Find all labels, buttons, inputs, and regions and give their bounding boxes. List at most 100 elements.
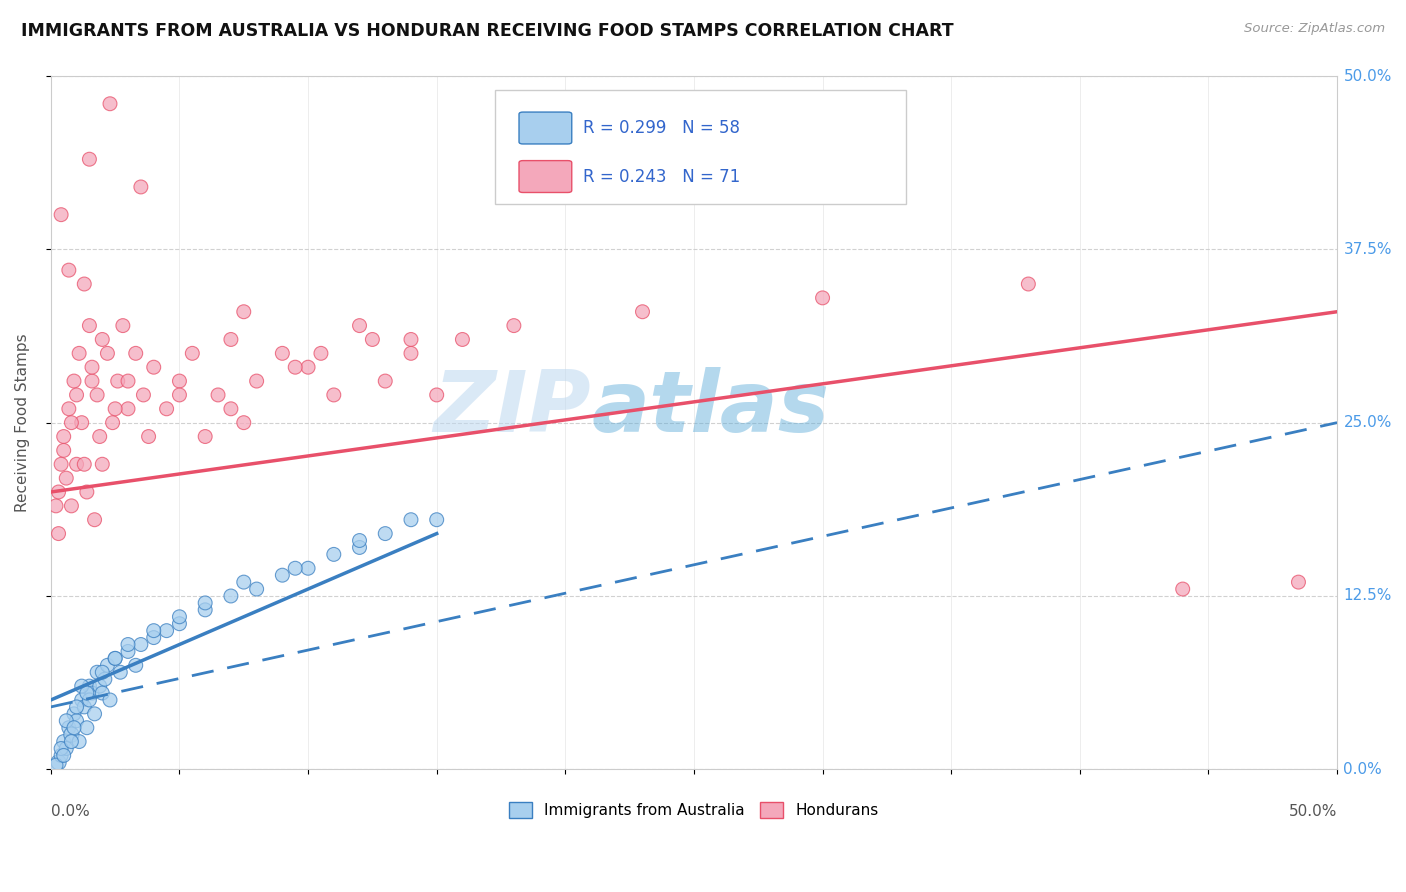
Text: 50.0%: 50.0% [1344,69,1392,84]
Point [58,263,80,277]
Point [1017,277,1039,291]
Point [49,748,72,763]
Point [811,291,834,305]
Point [104,651,127,665]
Point [399,346,422,360]
Point [426,513,449,527]
Point [76,721,98,735]
Point [60,499,83,513]
Point [194,429,217,443]
Point [132,388,155,402]
Point [284,360,307,375]
Point [246,374,269,388]
Point [65,457,87,471]
Point [55,714,77,728]
Point [284,561,307,575]
Legend: Immigrants from Australia, Hondurans: Immigrants from Australia, Hondurans [503,796,884,824]
Point [70,679,93,693]
Point [98,693,121,707]
Point [271,346,294,360]
Point [169,616,191,631]
Point [91,457,114,471]
Point [246,582,269,596]
Point [207,388,229,402]
Point [60,728,83,742]
Point [48,526,70,541]
Point [219,401,242,416]
Text: R = 0.299   N = 58: R = 0.299 N = 58 [583,119,741,137]
Point [96,346,118,360]
Point [98,96,121,111]
Text: R = 0.243   N = 71: R = 0.243 N = 71 [583,168,741,186]
Point [1288,575,1310,590]
Point [169,374,191,388]
Point [79,318,101,333]
Point [86,665,108,680]
FancyBboxPatch shape [495,90,907,204]
Point [117,638,139,652]
Point [60,416,83,430]
Point [219,333,242,347]
Text: Source: ZipAtlas.com: Source: ZipAtlas.com [1244,22,1385,36]
Point [309,346,332,360]
Point [142,360,165,375]
Point [271,568,294,582]
Point [52,734,75,748]
Point [232,416,254,430]
Point [73,277,96,291]
Point [107,374,129,388]
Point [426,388,449,402]
Point [65,714,87,728]
Point [73,699,96,714]
Point [45,758,67,772]
Point [52,429,75,443]
Point [63,721,86,735]
Point [91,333,114,347]
Point [129,638,152,652]
Point [55,741,77,756]
Point [349,318,371,333]
Text: 37.5%: 37.5% [1344,242,1392,257]
Point [79,152,101,166]
FancyBboxPatch shape [519,161,572,193]
Text: IMMIGRANTS FROM AUSTRALIA VS HONDURAN RECEIVING FOOD STAMPS CORRELATION CHART: IMMIGRANTS FROM AUSTRALIA VS HONDURAN RE… [21,22,953,40]
Point [297,360,319,375]
Point [83,706,105,721]
Point [96,658,118,673]
Point [89,429,111,443]
Point [80,360,103,375]
Text: 25.0%: 25.0% [1344,415,1392,430]
Point [48,485,70,500]
Point [1171,582,1194,596]
Point [125,346,148,360]
Point [631,304,654,318]
Point [49,741,72,756]
Point [63,706,86,721]
Point [322,548,344,562]
Point [361,333,384,347]
Point [76,686,98,700]
Point [374,526,396,541]
Point [86,388,108,402]
Point [45,499,67,513]
Point [117,401,139,416]
Point [73,457,96,471]
Point [67,346,90,360]
Point [89,679,111,693]
Point [155,401,177,416]
Text: atlas: atlas [591,368,830,450]
Point [110,665,132,680]
Y-axis label: Receiving Food Stamps: Receiving Food Stamps [15,334,30,512]
Point [70,416,93,430]
FancyBboxPatch shape [519,112,572,144]
Point [169,609,191,624]
Point [91,665,114,680]
Point [111,318,134,333]
Point [65,388,87,402]
Text: 0.0%: 0.0% [1344,762,1382,777]
Point [502,318,524,333]
Point [194,596,217,610]
Point [194,603,217,617]
Point [104,401,127,416]
Point [138,429,160,443]
